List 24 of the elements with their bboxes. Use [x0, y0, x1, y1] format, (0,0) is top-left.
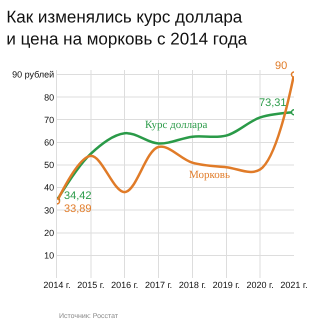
data-label: 34,42 — [64, 190, 92, 202]
x-tick-label: 2018 г. — [178, 280, 206, 290]
y-tick-label: 20 — [44, 228, 54, 238]
y-tick-label: 50 — [44, 160, 54, 170]
x-tick-label: 2015 г. — [77, 280, 104, 290]
x-tick-label: 2016 г. — [111, 280, 138, 290]
y-tick-label: 30 — [44, 205, 54, 216]
x-tick-label: 2014 г. — [43, 280, 71, 290]
y-tick-label: 10 — [44, 250, 54, 261]
series-label: Морковь — [189, 169, 230, 181]
y-tick-label: 90 рублей — [12, 70, 54, 80]
x-tick-label: 2019 г. — [212, 280, 240, 290]
y-tick-label: 80 — [44, 92, 54, 102]
y-tick-label: 40 — [44, 182, 54, 193]
x-tick-label: 2020 г. — [246, 280, 274, 290]
data-label: 90 — [275, 60, 288, 72]
data-label: 73,31 — [259, 97, 287, 109]
series-label: Курс доллара — [145, 119, 208, 131]
chart-title: Как изменялись курс доллара и цена на морковь с 2014 года — [6, 7, 248, 48]
x-tick-label: 2021 г. — [280, 280, 308, 290]
y-tick-label: 70 — [44, 114, 54, 125]
x-tick-label: 2017 г. — [144, 280, 172, 290]
y-tick-label: 60 — [44, 138, 54, 148]
data-label: 33,89 — [64, 203, 92, 215]
